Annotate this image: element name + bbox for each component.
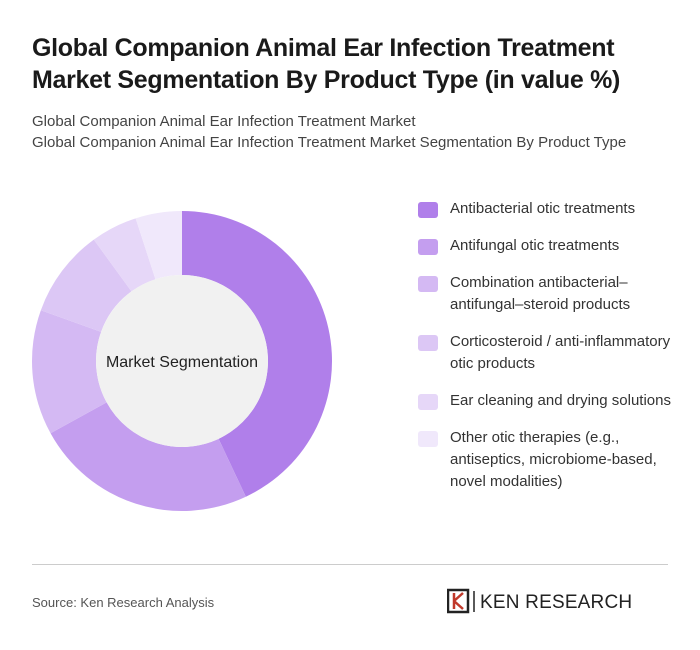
donut-slice — [93, 218, 156, 292]
legend-swatch — [418, 276, 438, 292]
subtitle: Global Companion Animal Ear Infection Tr… — [32, 134, 627, 151]
legend-label: Corticosteroid / anti-inflammatory otic … — [450, 333, 671, 372]
legend-label: Other otic therapies (e.g., antiseptics,… — [450, 429, 657, 490]
legend-item: Combination antibacterial–antifungal–ste… — [418, 272, 688, 316]
donut-hole — [96, 275, 268, 447]
legend-item: Ear cleaning and drying solutions — [418, 390, 688, 412]
donut-slice — [50, 402, 246, 511]
legend-item: Antifungal otic treatments — [418, 235, 688, 257]
source: Source: Ken Research Analysis — [32, 595, 215, 610]
legend-item: Corticosteroid / anti-inflammatory otic … — [418, 331, 688, 375]
legend-swatch — [418, 335, 438, 351]
donut-slice — [182, 211, 332, 497]
center-label: Market Segmentation — [106, 354, 258, 371]
legend-label: Antifungal otic treatments — [450, 237, 620, 254]
legend-swatch — [418, 202, 438, 218]
legend-label: Combination antibacterial–antifungal–ste… — [450, 274, 631, 313]
chart-title: Global Companion Animal Ear Infection Tr… — [32, 34, 621, 94]
logo-icon — [452, 592, 464, 610]
brand: KEN RESEARCH — [480, 592, 632, 613]
legend-label: Antibacterial otic treatments — [450, 200, 636, 217]
legend-item: Antibacterial otic treatments — [418, 198, 688, 220]
divider — [32, 564, 668, 565]
logo: KEN RESEARCH — [447, 588, 632, 614]
subtitle: Global Companion Animal Ear Infection Tr… — [32, 113, 416, 130]
donut-slice — [135, 211, 182, 280]
donut-chart: Market Segmentation — [32, 211, 332, 511]
donut-slice — [40, 239, 132, 332]
legend-label: Ear cleaning and drying solutions — [450, 392, 671, 409]
legend-item: Other otic therapies (e.g., antiseptics,… — [418, 427, 688, 493]
legend-swatch — [418, 239, 438, 255]
legend-swatch — [418, 431, 438, 447]
logo-icon — [447, 588, 470, 614]
donut-slice — [32, 310, 107, 434]
legend: Antibacterial otic treatments Antifungal … — [418, 198, 688, 508]
legend-swatch — [418, 394, 438, 410]
